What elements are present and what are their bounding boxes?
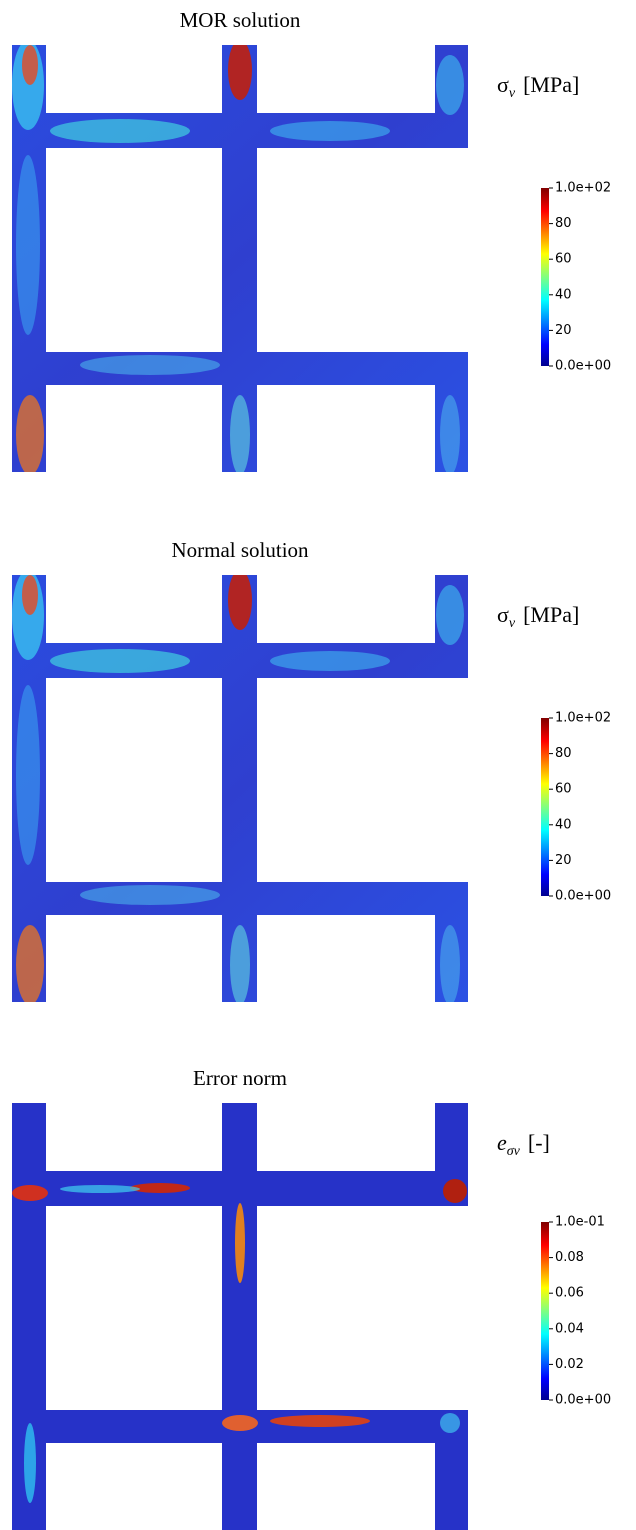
tick-label: 1.0e+02	[555, 181, 611, 196]
tick-label: 80	[555, 216, 572, 231]
unit: [MPa]	[523, 72, 579, 97]
colorbar	[541, 718, 549, 896]
tick-label: 40	[555, 817, 572, 832]
tick-label: 0.0e+00	[555, 359, 611, 374]
colorbar	[541, 1222, 549, 1400]
stress-field	[0, 570, 480, 1005]
unit: [MPa]	[523, 602, 579, 627]
tick-label: 0.08	[555, 1250, 584, 1265]
tick-label: 0.04	[555, 1321, 584, 1336]
tick-label: 0.0e+00	[555, 1393, 611, 1408]
tick-label: 60	[555, 252, 572, 267]
subscript: v	[509, 86, 516, 101]
colorbar	[541, 188, 549, 366]
error-field	[0, 1103, 480, 1530]
symbol: σ	[497, 72, 509, 97]
tick-label: 20	[555, 323, 572, 338]
unit: [-]	[528, 1130, 550, 1155]
tick-label: 40	[555, 287, 572, 302]
subscript: σv	[507, 1144, 521, 1159]
tick-label: 80	[555, 746, 572, 761]
panel-title: Error norm	[193, 1066, 287, 1090]
stress-field	[0, 40, 480, 475]
tick-label: 0.06	[555, 1286, 584, 1301]
tick-label: 1.0e-01	[555, 1215, 605, 1230]
tick-label: 0.0e+00	[555, 889, 611, 904]
tick-label: 0.02	[555, 1357, 584, 1372]
colorbar-label: σv [MPa]	[497, 72, 579, 101]
tick-label: 20	[555, 853, 572, 868]
colorbar-label: eσv [-]	[497, 1130, 550, 1159]
colorbar-label: σv [MPa]	[497, 602, 579, 631]
panel-title: MOR solution	[180, 8, 301, 32]
tick-label: 1.0e+02	[555, 711, 611, 726]
symbol: e	[497, 1130, 507, 1155]
tick-label: 60	[555, 782, 572, 797]
panel-title: Normal solution	[171, 538, 309, 562]
subscript: v	[509, 616, 516, 631]
symbol: σ	[497, 602, 509, 627]
